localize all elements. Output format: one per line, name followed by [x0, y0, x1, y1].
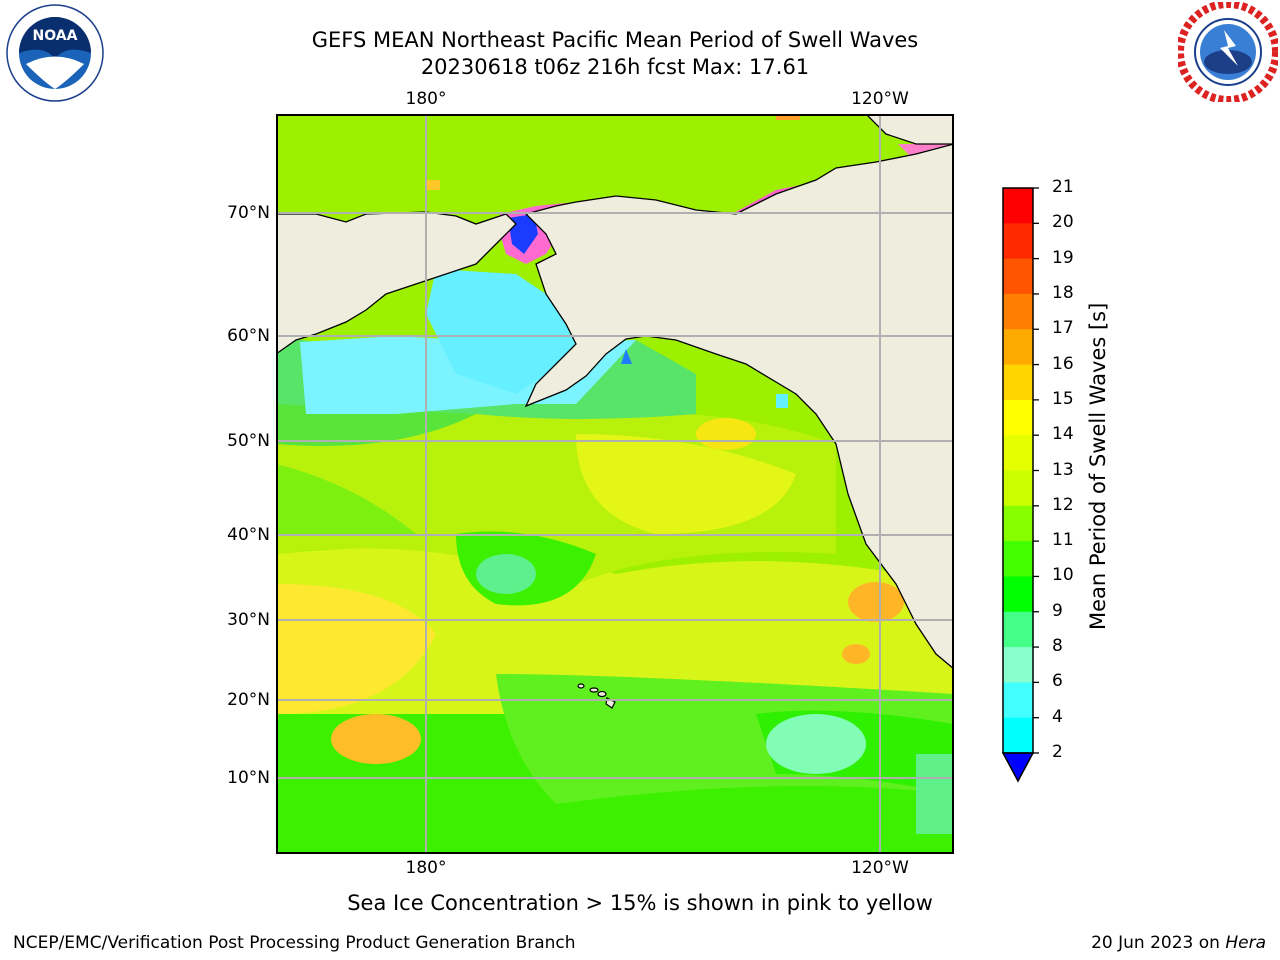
lat-label-30n: 30°N — [227, 610, 270, 630]
alaska-canada-land — [524, 143, 954, 854]
lat-label-10n: 10°N — [227, 768, 270, 788]
colorbar-bin — [1003, 505, 1033, 542]
colorbar-tick-label: 9 — [1052, 600, 1063, 621]
footer-right: 20 Jun 2023 on Hera — [1091, 933, 1266, 953]
colorbar-tick-label: 14 — [1052, 424, 1074, 445]
colorbar-extend-arrow — [1001, 752, 1035, 783]
colorbar-bin — [1003, 470, 1033, 507]
colorbar-bin — [1003, 293, 1033, 330]
colorbar-tick-label: 2 — [1052, 742, 1063, 762]
map-gridlines — [276, 114, 954, 854]
colorbar-tick-label: 17 — [1052, 318, 1074, 339]
lat-label-60n: 60°N — [227, 326, 270, 346]
colorbar-tick-label: 16 — [1052, 353, 1074, 374]
noaa-logo-text: NOAA — [33, 28, 78, 44]
colorbar-bin — [1003, 576, 1033, 613]
footer-left: NCEP/EMC/Verification Post Processing Pr… — [13, 933, 576, 953]
colorbar-tick-label: 11 — [1052, 530, 1074, 551]
colorbar-tick-label: 20 — [1052, 212, 1074, 233]
arctic-islands-land — [865, 114, 954, 145]
colorbar-bin — [1003, 435, 1033, 471]
top-lon-label-180: 180° — [405, 89, 447, 109]
top-lon-label-120w: 120°W — [851, 89, 909, 109]
colorbar-bin — [1003, 611, 1033, 648]
colorbar-bin — [1003, 258, 1033, 295]
colorbar-tick-label: 21 — [1052, 177, 1074, 197]
colorbar-tick-label: 19 — [1052, 247, 1074, 268]
lat-label-40n: 40°N — [227, 525, 270, 545]
map-frame — [276, 114, 954, 854]
chart-title: GEFS MEAN Northeast Pacific Mean Period … — [311, 28, 919, 52]
noaa-logo-icon: NOAA — [6, 4, 104, 102]
colorbar — [1001, 187, 1039, 783]
footer-host: Hera — [1225, 933, 1266, 953]
colorbar-tick-label: 8 — [1052, 636, 1063, 657]
lat-label-50n: 50°N — [227, 431, 270, 451]
noaa-logo: NOAA — [6, 4, 104, 102]
bottom-lon-label-180: 180° — [405, 858, 447, 878]
colorbar-bin — [1003, 399, 1033, 436]
colorbar-bin — [1003, 541, 1033, 577]
colorbar-tick-label: 6 — [1052, 671, 1063, 692]
bottom-lon-label-120w: 120°W — [851, 858, 909, 878]
chart-subtitle: 20230618 t06z 216h fcst Max: 17.61 — [420, 55, 810, 79]
colorbar-bin — [1003, 682, 1033, 719]
colorbar-tick-label: 15 — [1052, 388, 1074, 409]
colorbar-bin — [1003, 329, 1033, 366]
nws-logo-icon — [1178, 2, 1278, 102]
colorbar-bin — [1003, 223, 1033, 260]
colorbar-tick-label: 13 — [1052, 459, 1074, 480]
long-period-swell-patch — [331, 714, 421, 764]
swell-period-map — [276, 114, 954, 854]
colorbar-label: Mean Period of Swell Waves [s] — [1086, 302, 1110, 630]
sea-ice-note: Sea Ice Concentration > 15% is shown in … — [347, 891, 933, 915]
lat-label-70n: 70°N — [227, 203, 270, 223]
subtropical-swell-band — [276, 547, 954, 714]
footer-date: 20 Jun 2023 on — [1091, 933, 1226, 953]
colorbar-tick-label: 12 — [1052, 494, 1074, 515]
colorbar-bin — [1003, 364, 1033, 401]
colorbar-tick-label: 18 — [1052, 282, 1074, 303]
lat-label-20n: 20°N — [227, 690, 270, 710]
colorbar-tick-label: 10 — [1052, 565, 1074, 586]
colorbar-bin — [1003, 717, 1033, 754]
nws-logo — [1178, 2, 1278, 102]
colorbar-bin — [1003, 188, 1033, 224]
colorbar-tick-label: 4 — [1052, 706, 1063, 727]
colorbar-bin — [1003, 647, 1033, 683]
